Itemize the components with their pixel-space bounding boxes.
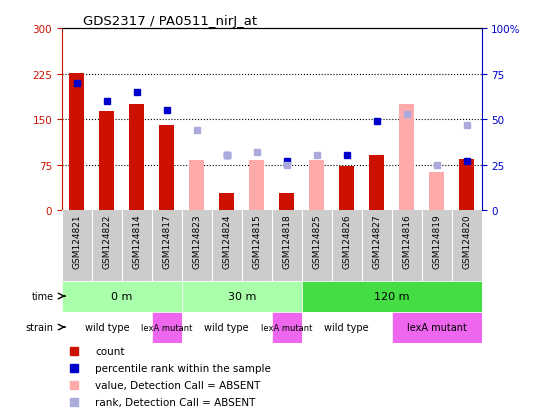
- Text: GSM124814: GSM124814: [132, 214, 141, 268]
- Text: count: count: [95, 346, 125, 356]
- Text: wild type: wild type: [204, 322, 249, 332]
- Text: GSM124824: GSM124824: [222, 214, 231, 268]
- Bar: [392, 312, 482, 343]
- Text: wild type: wild type: [324, 322, 369, 332]
- Bar: [62, 281, 182, 312]
- Text: strain: strain: [25, 322, 53, 332]
- Text: 120 m: 120 m: [374, 291, 409, 301]
- Bar: [189, 161, 204, 211]
- Text: lexA mutant: lexA mutant: [141, 323, 193, 332]
- Text: GSM124822: GSM124822: [102, 214, 111, 268]
- Text: percentile rank within the sample: percentile rank within the sample: [95, 363, 271, 373]
- Bar: [399, 104, 414, 211]
- Text: time: time: [31, 291, 53, 301]
- Text: GSM124827: GSM124827: [372, 214, 381, 268]
- Bar: [369, 156, 384, 211]
- Text: 30 m: 30 m: [228, 291, 256, 301]
- Text: 0 m: 0 m: [111, 291, 132, 301]
- Bar: [339, 167, 354, 211]
- Bar: [182, 281, 302, 312]
- Text: lexA mutant: lexA mutant: [261, 323, 313, 332]
- Text: GSM124820: GSM124820: [462, 214, 471, 268]
- Bar: [182, 312, 272, 343]
- Bar: [219, 194, 234, 211]
- Text: GSM124818: GSM124818: [282, 214, 291, 269]
- Bar: [302, 312, 392, 343]
- Text: GSM124826: GSM124826: [342, 214, 351, 268]
- Bar: [429, 173, 444, 211]
- Text: GSM124823: GSM124823: [192, 214, 201, 268]
- Bar: [302, 281, 482, 312]
- Text: GSM124825: GSM124825: [312, 214, 321, 268]
- Bar: [129, 104, 144, 211]
- Text: value, Detection Call = ABSENT: value, Detection Call = ABSENT: [95, 380, 261, 390]
- Bar: [309, 161, 324, 211]
- Bar: [69, 74, 84, 211]
- Bar: [272, 312, 302, 343]
- Text: GSM124821: GSM124821: [72, 214, 81, 268]
- Bar: [62, 312, 152, 343]
- Text: GSM124815: GSM124815: [252, 214, 261, 269]
- Text: GSM124816: GSM124816: [402, 214, 411, 269]
- Bar: [249, 161, 264, 211]
- Text: GSM124817: GSM124817: [162, 214, 171, 269]
- Bar: [100, 112, 114, 211]
- Text: GDS2317 / PA0511_nirJ_at: GDS2317 / PA0511_nirJ_at: [83, 15, 257, 28]
- Bar: [459, 159, 474, 211]
- Text: GSM124819: GSM124819: [432, 214, 441, 269]
- Text: rank, Detection Call = ABSENT: rank, Detection Call = ABSENT: [95, 397, 256, 407]
- Bar: [279, 194, 294, 211]
- Text: wild type: wild type: [84, 322, 129, 332]
- Text: lexA mutant: lexA mutant: [407, 322, 466, 332]
- Bar: [152, 312, 182, 343]
- Bar: [159, 126, 174, 211]
